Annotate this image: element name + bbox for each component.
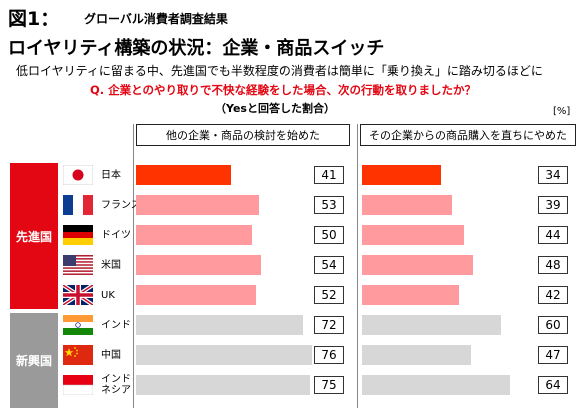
country-label: フランス [101, 200, 141, 211]
bar-consider-others [136, 165, 231, 185]
chart-title: ロイヤリティ構築の状況：企業・商品スイッチ [8, 38, 385, 59]
japan-flag-icon [62, 164, 94, 186]
country-label: 米国 [101, 260, 121, 271]
bar-consider-others [136, 285, 256, 305]
value-label: 72 [314, 316, 344, 334]
column-header-consider-others: 他の企業・商品の検討を始めた [136, 124, 350, 146]
country-label: 日本 [101, 170, 121, 181]
panel-axis-line [357, 124, 358, 408]
bar-stop-purchase [362, 225, 464, 245]
group-label-developed: 先進国 [10, 163, 58, 309]
bar-consider-others [136, 225, 252, 245]
indonesia-flag-icon [62, 375, 94, 396]
country-label: ドイツ [101, 230, 131, 241]
value-label: 76 [314, 346, 344, 364]
bar-stop-purchase [362, 255, 473, 275]
value-label: 39 [538, 196, 568, 214]
value-label: 52 [314, 286, 344, 304]
value-label: 41 [314, 166, 344, 184]
value-label: 34 [538, 166, 568, 184]
value-label: 42 [538, 286, 568, 304]
column-header-stop-purchase: その企業からの商品購入を直ちにやめた [360, 124, 576, 146]
usa-flag-icon [63, 255, 93, 275]
country-label: 中国 [101, 350, 121, 361]
value-label: 50 [314, 226, 344, 244]
bar-stop-purchase [362, 375, 510, 395]
bar-consider-others [136, 345, 312, 365]
panel-axis-line [133, 124, 134, 408]
uk-flag-icon [61, 283, 95, 307]
value-label: 64 [538, 376, 568, 394]
germany-flag-icon [63, 225, 93, 245]
value-label: 47 [538, 346, 568, 364]
bar-consider-others [136, 195, 259, 215]
bar-stop-purchase [362, 165, 441, 185]
india-flag-icon [63, 315, 93, 335]
value-label: 53 [314, 196, 344, 214]
france-flag-icon [63, 195, 93, 215]
survey-question: Q. 企業とのやり取りで不快な経験をした場合、次の行動を取りましたか？ [90, 83, 477, 97]
bar-consider-others [136, 315, 303, 335]
bar-stop-purchase [362, 315, 501, 335]
bar-consider-others [136, 255, 261, 275]
value-label: 48 [538, 256, 568, 274]
survey-subquestion: （Yesと回答した割合） [215, 102, 335, 115]
group-label-emerging: 新興国 [10, 313, 58, 408]
china-flag-icon [63, 345, 93, 365]
value-label: 60 [538, 316, 568, 334]
country-label: インド [101, 320, 131, 331]
figure-label: 図1： [8, 8, 60, 30]
bar-consider-others [136, 375, 310, 395]
country-label: インド ネシア [101, 374, 131, 396]
figure-subtitle: グローバル消費者調査結果 [84, 12, 228, 26]
bar-stop-purchase [362, 285, 459, 305]
lead-text: 低ロイヤリティに留まる中、先進国でも半数程度の消費者は簡単に「乗り換え」に踏み切… [16, 64, 543, 78]
value-label: 44 [538, 226, 568, 244]
bar-stop-purchase [362, 345, 471, 365]
unit-label: [%] [553, 106, 571, 117]
value-label: 75 [314, 376, 344, 394]
country-label: UK [101, 290, 115, 301]
value-label: 54 [314, 256, 344, 274]
bar-stop-purchase [362, 195, 452, 215]
